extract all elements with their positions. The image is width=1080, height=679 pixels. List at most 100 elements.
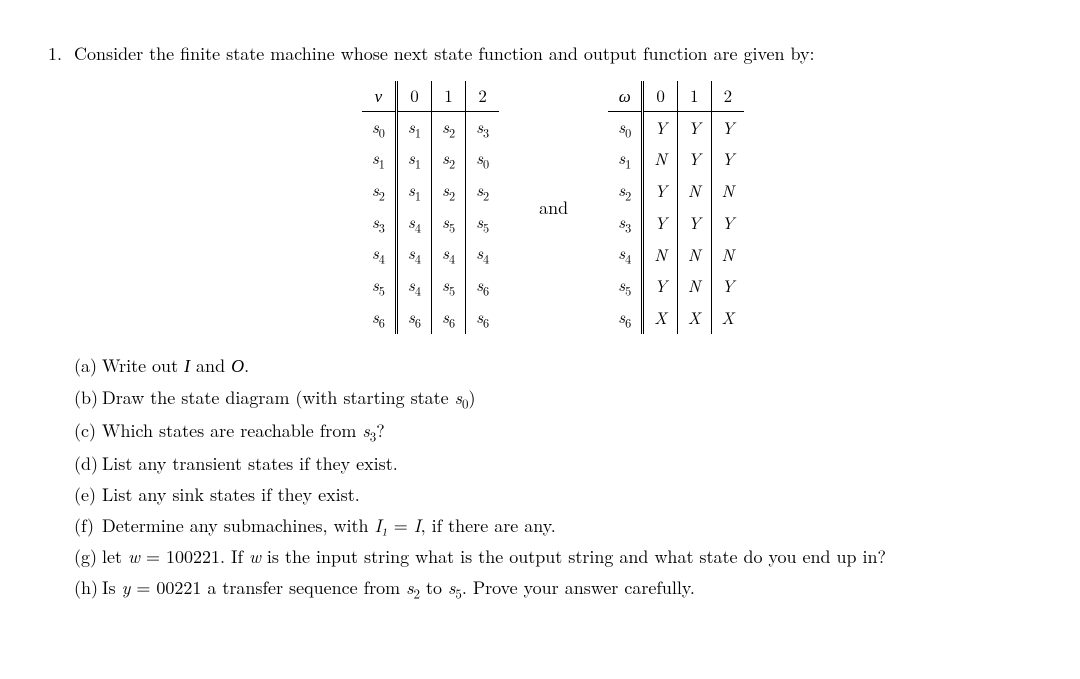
cell: X [643, 302, 678, 334]
state-h2: s5 [448, 575, 462, 600]
cell: Y [711, 111, 744, 143]
row-state: s1 [362, 143, 397, 175]
text-b: Draw the state diagram (with starting st… [102, 384, 1032, 413]
table-row: s0s1s2s3 [362, 111, 499, 143]
cell: N [711, 175, 744, 207]
cell: Y [643, 270, 678, 302]
label-g: (g) [74, 543, 102, 570]
cell: s2 [431, 175, 465, 207]
label-a: (a) [74, 352, 102, 380]
and-word: and [539, 194, 568, 221]
label-c: (c) [74, 417, 102, 446]
cell: s1 [396, 175, 431, 207]
table-row: s5YNY [608, 270, 744, 302]
cell: N [643, 143, 678, 175]
text-d: List any transient states if they exist. [102, 450, 1032, 477]
text-h: Is y = 00221 a transfer sequence from s2… [102, 574, 1032, 603]
cell: s1 [396, 111, 431, 143]
nu-col-0: 0 [396, 81, 431, 111]
cell: s2 [431, 111, 465, 143]
row-state: s4 [362, 238, 397, 270]
nu-body: s0s1s2s3s1s1s2s0s2s1s2s2s3s4s5s5s4s4s4s4… [362, 111, 499, 334]
omega-col-1: 1 [677, 81, 711, 111]
cell: Y [711, 143, 744, 175]
subpart-a: (a) Write out I and O. [74, 352, 1032, 380]
cell: s1 [396, 143, 431, 175]
omega-corner: ω [608, 81, 643, 111]
omega-body: s0YYYs1NYYs2YNNs3YYYs4NNNs5YNYs6XXX [608, 111, 744, 334]
cell: Y [711, 207, 744, 239]
cell: s6 [396, 302, 431, 334]
table-row: s4NNN [608, 238, 744, 270]
cell: s4 [396, 238, 431, 270]
problem: 1. Consider the finite state machine who… [48, 40, 1032, 607]
table-row: s2YNN [608, 175, 744, 207]
text-e: List any sink states if they exist. [102, 481, 1032, 508]
cell: Y [677, 111, 711, 143]
label-b: (b) [74, 384, 102, 413]
problem-body: Consider the finite state machine whose … [74, 40, 1032, 607]
tables-row: ν 0 1 2 s0s1s2s3s1s1s2s0s2s1s2s2s3s4s5s5… [74, 81, 1032, 334]
cell: Y [643, 175, 678, 207]
table-row: s3YYY [608, 207, 744, 239]
nu-col-1: 1 [431, 81, 465, 111]
row-state: s3 [362, 207, 397, 239]
table-row: s5s4s5s6 [362, 270, 499, 302]
subpart-b: (b) Draw the state diagram (with startin… [74, 384, 1032, 413]
cell: s0 [466, 143, 500, 175]
state-h1: s2 [406, 575, 420, 600]
cell: s4 [396, 270, 431, 302]
cell: s5 [466, 207, 500, 239]
text-c: Which states are reachable from s3? [102, 417, 1032, 446]
nu-table: ν 0 1 2 s0s1s2s3s1s1s2s0s2s1s2s2s3s4s5s5… [362, 81, 499, 334]
row-state: s2 [608, 175, 643, 207]
cell: s3 [466, 111, 500, 143]
cell: s4 [466, 238, 500, 270]
subpart-f: (f) Determine any submachines, with I₁ =… [74, 512, 1032, 539]
cell: X [677, 302, 711, 334]
row-state: s5 [608, 270, 643, 302]
subpart-e: (e) List any sink states if they exist. [74, 481, 1032, 508]
table-row: s6s6s6s6 [362, 302, 499, 334]
omega-col-2: 2 [711, 81, 744, 111]
cell: Y [677, 143, 711, 175]
subpart-h: (h) Is y = 00221 a transfer sequence fro… [74, 574, 1032, 603]
cell: s6 [466, 270, 500, 302]
row-state: s5 [362, 270, 397, 302]
table-row: s1NYY [608, 143, 744, 175]
problem-stem: Consider the finite state machine whose … [74, 40, 1032, 67]
cell: s5 [431, 270, 465, 302]
cell: s4 [396, 207, 431, 239]
problem-number: 1. [48, 40, 74, 607]
row-state: s0 [362, 111, 397, 143]
cell: s6 [431, 302, 465, 334]
omega-col-0: 0 [643, 81, 678, 111]
cell: s5 [431, 207, 465, 239]
label-e: (e) [74, 481, 102, 508]
subparts: (a) Write out I and O. (b) Draw the stat… [74, 352, 1032, 603]
subpart-g: (g) let w = 100221. If w is the input st… [74, 543, 1032, 570]
cell: s4 [431, 238, 465, 270]
row-state: s6 [362, 302, 397, 334]
state-c: s3 [362, 418, 376, 443]
cell: N [711, 238, 744, 270]
table-row: s2s1s2s2 [362, 175, 499, 207]
table-row: s6XXX [608, 302, 744, 334]
cell: s2 [431, 143, 465, 175]
row-state: s2 [362, 175, 397, 207]
label-h: (h) [74, 574, 102, 603]
row-state: s4 [608, 238, 643, 270]
cell: N [677, 238, 711, 270]
nu-corner: ν [362, 81, 397, 111]
omega-table: ω 0 1 2 s0YYYs1NYYs2YNNs3YYYs4NNNs5YNYs6… [608, 81, 744, 334]
row-state: s3 [608, 207, 643, 239]
cell: Y [643, 111, 678, 143]
cell: X [711, 302, 744, 334]
text-g: let w = 100221. If w is the input string… [102, 543, 1032, 570]
nu-col-2: 2 [466, 81, 500, 111]
cell: s2 [466, 175, 500, 207]
cell: N [677, 175, 711, 207]
subpart-d: (d) List any transient states if they ex… [74, 450, 1032, 477]
label-d: (d) [74, 450, 102, 477]
table-row: s3s4s5s5 [362, 207, 499, 239]
